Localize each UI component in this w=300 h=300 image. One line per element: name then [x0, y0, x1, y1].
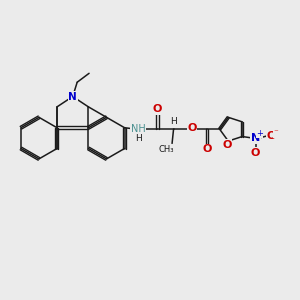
- Text: N: N: [251, 133, 260, 143]
- Text: H: H: [135, 134, 142, 142]
- Text: N: N: [68, 92, 77, 101]
- Text: CH₃: CH₃: [159, 145, 175, 154]
- Text: O: O: [266, 130, 276, 141]
- Text: O: O: [202, 144, 212, 154]
- Text: O: O: [222, 140, 231, 150]
- Text: ⁻: ⁻: [274, 128, 278, 137]
- Text: H: H: [170, 117, 177, 126]
- Text: O: O: [152, 104, 162, 114]
- Text: O: O: [251, 148, 260, 158]
- Text: NH: NH: [130, 124, 145, 134]
- Text: O: O: [187, 123, 197, 133]
- Text: +: +: [256, 129, 263, 138]
